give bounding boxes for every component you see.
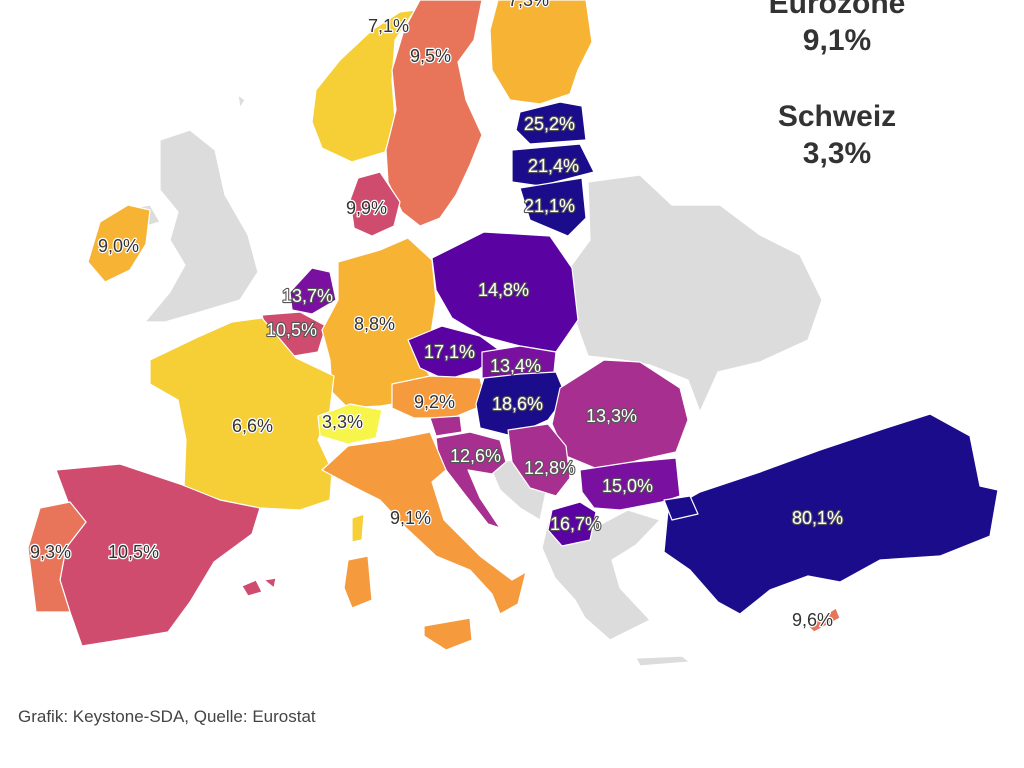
country-turkey[interactable] (663, 413, 999, 615)
country-france[interactable] (149, 317, 335, 511)
eurozone-value: 9,1% (802, 24, 872, 57)
eurozone-summary: Eurozone 9,1% (727, 0, 947, 59)
label-cyprus: 9,6% (792, 610, 833, 630)
country-denmark[interactable] (349, 171, 401, 237)
label-hungary: 18,6% (492, 394, 543, 414)
source-credit: Grafik: Keystone-SDA, Quelle: Eurostat (18, 707, 316, 726)
label-estonia: 25,2% (524, 114, 575, 134)
label-bulgaria: 15,0% (602, 476, 653, 496)
country-turkey-thrace[interactable] (663, 495, 699, 521)
label-romania: 13,3% (586, 406, 637, 426)
country-crete[interactable] (635, 655, 691, 667)
label-turkey: 80,1% (792, 508, 843, 528)
label-latvia: 21,4% (528, 156, 579, 176)
label-czechia: 17,1% (424, 342, 475, 362)
country-cyprus[interactable] (807, 607, 841, 633)
europe-inflation-map: 7,1% 7,3% 9,5% 25,2% 21,4% 21,1% 9,9% 9,… (27, 0, 999, 667)
country-bulgaria[interactable] (579, 457, 681, 511)
label-croatia: 12,6% (450, 446, 501, 466)
switzerland-label: Schweiz (777, 100, 897, 133)
country-latvia[interactable] (511, 143, 595, 187)
label-ireland: 9,0% (98, 236, 139, 256)
label-portugal: 9,3% (30, 542, 71, 562)
label-france: 6,6% (232, 416, 273, 436)
country-corsica[interactable] (351, 513, 365, 543)
country-italy[interactable] (321, 431, 527, 615)
country-slovenia[interactable] (429, 415, 463, 437)
eurozone-label: Eurozone (768, 0, 906, 20)
label-belgium: 10,5% (266, 320, 317, 340)
country-iceland-stub[interactable] (237, 94, 246, 109)
label-spain: 10,5% (108, 542, 159, 562)
value-labels: 7,1% 7,3% 9,5% 25,2% 21,4% 21,1% 9,9% 9,… (29, 0, 844, 631)
country-ireland[interactable] (87, 204, 151, 283)
label-serbia-region: 12,8% (524, 458, 575, 478)
label-north-macedonia: 16,7% (550, 514, 601, 534)
label-austria: 9,2% (414, 392, 455, 412)
label-slovakia: 13,4% (490, 356, 541, 376)
country-sweden[interactable] (385, 0, 483, 227)
country-sicily[interactable] (423, 617, 473, 651)
colored-countries (27, 0, 999, 651)
label-poland: 14,8% (478, 280, 529, 300)
country-finland[interactable] (489, 0, 593, 105)
country-balearics[interactable] (241, 577, 277, 597)
country-sardinia[interactable] (343, 555, 373, 609)
country-netherlands[interactable] (289, 267, 337, 315)
country-north-macedonia[interactable] (547, 501, 597, 547)
label-norway: 7,1% (368, 16, 409, 36)
country-austria[interactable] (391, 375, 487, 419)
label-netherlands: 13,7% (282, 286, 333, 306)
country-serbia-region[interactable] (507, 423, 571, 497)
switzerland-value: 3,3% (802, 137, 872, 170)
label-germany: 8,8% (354, 314, 395, 334)
label-finland: 7,3% (508, 0, 549, 10)
switzerland-summary: Schweiz 3,3% (727, 98, 947, 172)
label-switzerland: 3,3% (322, 412, 363, 432)
label-italy: 9,1% (390, 508, 431, 528)
country-lithuania[interactable] (519, 177, 587, 237)
country-estonia[interactable] (515, 101, 587, 145)
country-uk[interactable] (144, 129, 259, 323)
label-denmark: 9,9% (346, 198, 387, 218)
label-sweden: 9,5% (410, 46, 451, 66)
country-portugal[interactable] (27, 501, 87, 613)
label-lithuania: 21,1% (524, 196, 575, 216)
country-switzerland[interactable] (317, 403, 383, 445)
country-hungary[interactable] (475, 371, 567, 437)
